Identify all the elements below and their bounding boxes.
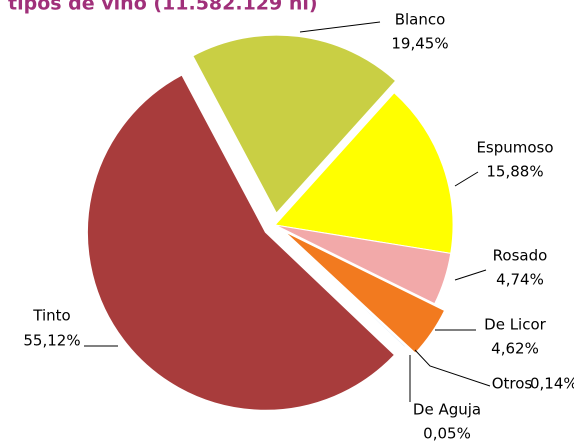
slice-value: 0,05%	[423, 425, 471, 443]
pie-slice	[87, 74, 396, 411]
pie-slice	[274, 224, 452, 305]
slice-value: 19,45%	[391, 35, 448, 53]
slice-value: 4,74%	[496, 271, 544, 289]
slice-value: 0,14%	[530, 375, 574, 393]
slice-label: Otros	[492, 375, 533, 393]
pie-slice	[274, 224, 406, 349]
chart-title: tipos de vino (11.582.129 hl)	[8, 0, 318, 15]
slice-label: Blanco	[395, 11, 446, 29]
pie-slice	[274, 92, 454, 254]
slice-label: Espumoso	[476, 139, 553, 157]
pie-slice	[284, 231, 446, 354]
leader-line	[299, 21, 381, 33]
leader-line	[414, 349, 491, 387]
slice-value: 55,12%	[23, 332, 80, 350]
leader-line	[454, 171, 479, 187]
slice-label: De Aguja	[413, 401, 481, 419]
leader-line	[454, 269, 487, 281]
pie-slice	[192, 34, 397, 214]
slice-value: 4,62%	[491, 340, 539, 358]
slice-value: 15,88%	[486, 163, 543, 181]
slice-label: De Licor	[484, 316, 546, 334]
slice-label: Tinto	[32, 307, 70, 325]
slice-label: Rosado	[493, 247, 548, 265]
